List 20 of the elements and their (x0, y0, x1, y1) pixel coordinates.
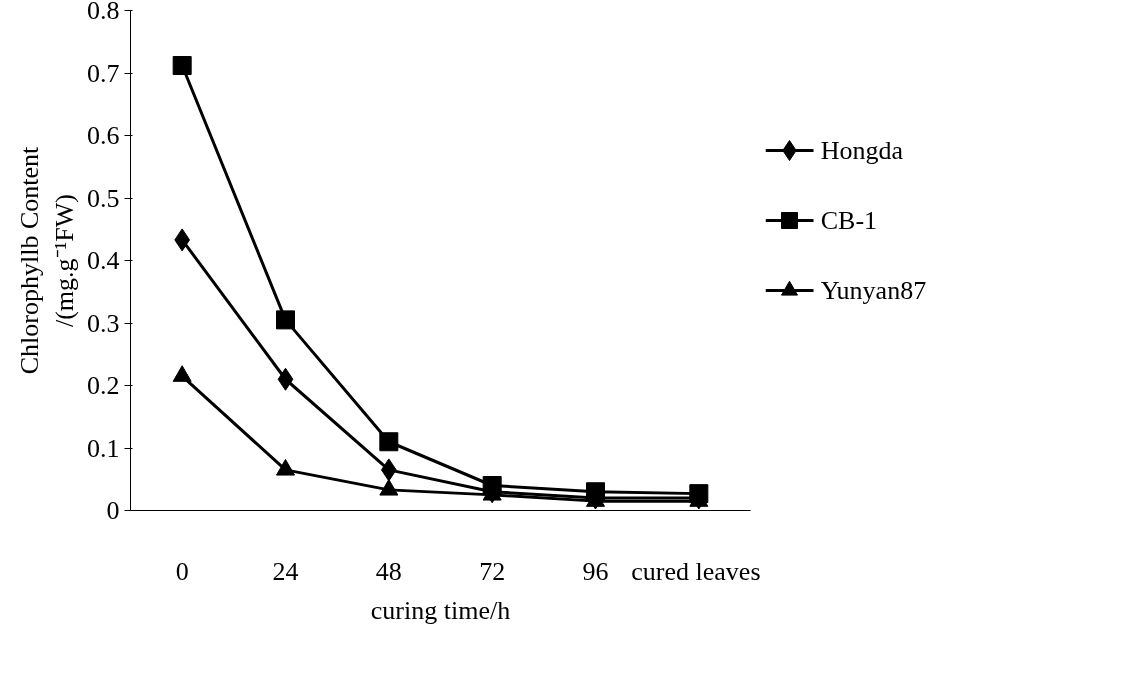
y-tick-label: 0.2 (87, 371, 120, 400)
legend-label: Yunyan87 (820, 276, 927, 305)
y-tick-label: 0.1 (87, 433, 120, 463)
x-tick-label: 72 (479, 556, 506, 586)
y-tick-label: 0.3 (87, 308, 120, 338)
x-tick-label: 96 (582, 556, 609, 586)
y-tick-label: 0.5 (87, 183, 120, 213)
y-axis-title: Chlorophyllb Content /(mg.g⁻¹FW) (15, 145, 79, 375)
x-axis-title: curing time/h (370, 595, 511, 625)
y-tick-label: 0.7 (87, 58, 120, 88)
x-tick-label: cured leaves (631, 556, 761, 586)
x-tick-label: 0 (175, 556, 189, 586)
y-tick-label: 0.6 (87, 121, 120, 150)
y-tick-label: 0 (106, 496, 120, 525)
y-tick-label: 0.8 (87, 0, 120, 25)
legend-label: Hongda (820, 136, 904, 165)
x-tick-label: 24 (272, 556, 299, 586)
y-tick-label: 0.4 (87, 246, 120, 275)
x-tick-label: 48 (375, 556, 402, 586)
legend-label: CB-1 (820, 206, 878, 235)
